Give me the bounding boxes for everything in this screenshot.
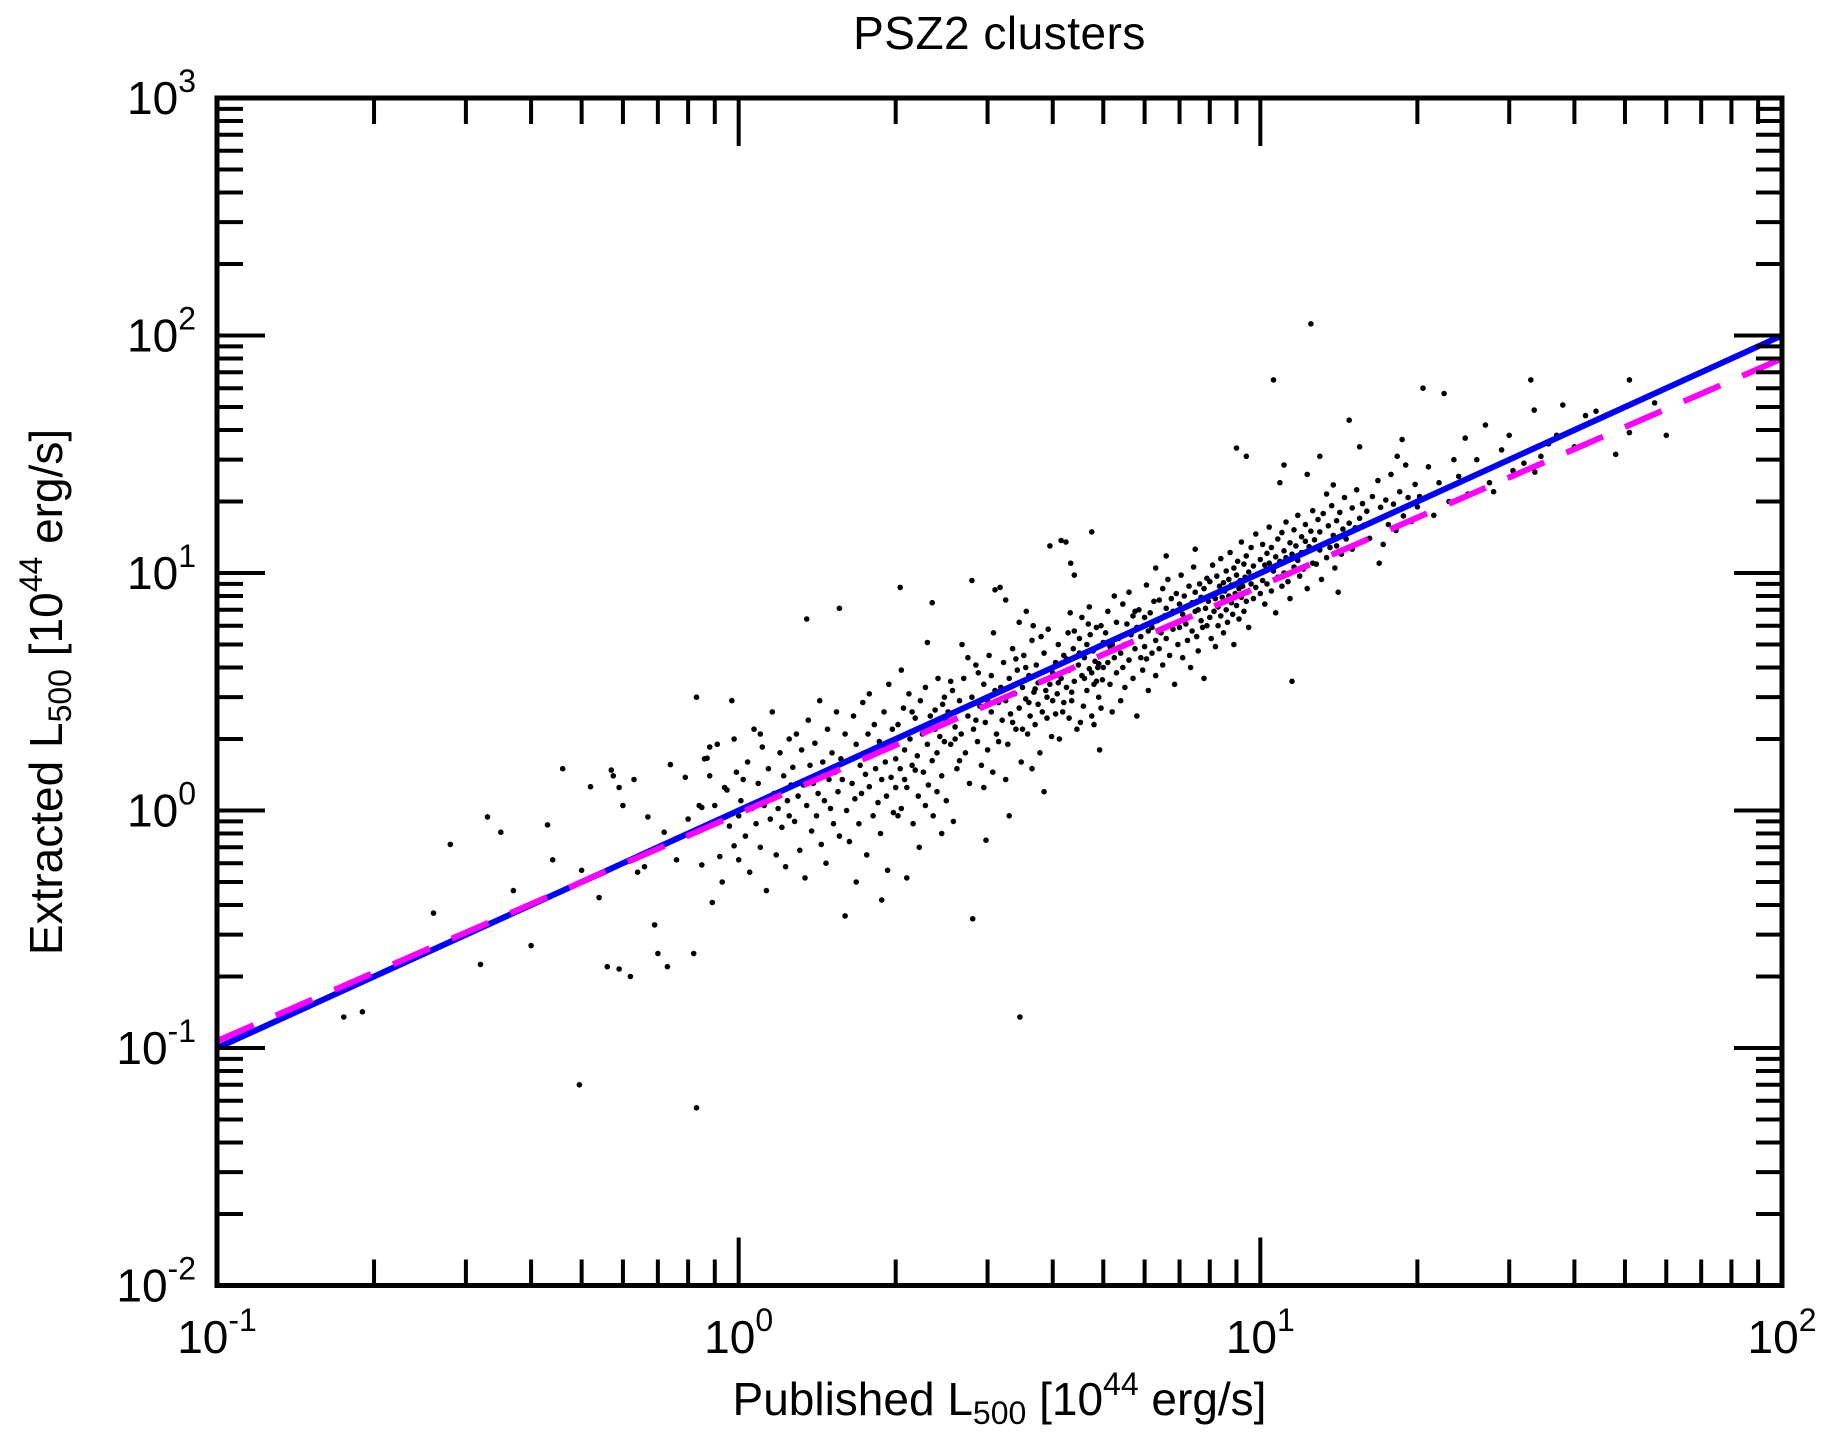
x-axis-label: Published L500 [1044 erg/s] — [217, 1366, 1782, 1432]
svg-text:101: 101 — [127, 538, 196, 599]
y-label-mid: [10 — [20, 592, 72, 670]
svg-text:10-2: 10-2 — [116, 1251, 196, 1312]
chart-title: PSZ2 clusters — [853, 7, 1146, 59]
svg-text:103: 103 — [127, 63, 196, 124]
svg-text:100: 100 — [127, 776, 196, 837]
svg-text:10-1: 10-1 — [116, 1013, 196, 1074]
svg-text:102: 102 — [1748, 1302, 1817, 1363]
y-label-subscript: 500 — [42, 669, 78, 723]
y-axis-label: Extracted L500 [1044 erg/s] — [13, 429, 79, 955]
x-label-mid: [10 — [1026, 1373, 1104, 1425]
y-label-prefix: Extracted L — [20, 722, 72, 956]
svg-text:101: 101 — [1226, 1302, 1295, 1363]
x-label-superscript: 44 — [1103, 1366, 1139, 1402]
svg-text:102: 102 — [127, 301, 196, 362]
svg-text:100: 100 — [704, 1302, 773, 1363]
x-label-prefix: Published L — [732, 1373, 973, 1425]
svg-text:10-1: 10-1 — [177, 1302, 257, 1363]
x-label-suffix: erg/s] — [1138, 1373, 1267, 1425]
y-label-superscript: 44 — [13, 556, 49, 593]
x-label-subscript: 500 — [972, 1395, 1027, 1431]
y-label-suffix: erg/s] — [20, 428, 72, 557]
